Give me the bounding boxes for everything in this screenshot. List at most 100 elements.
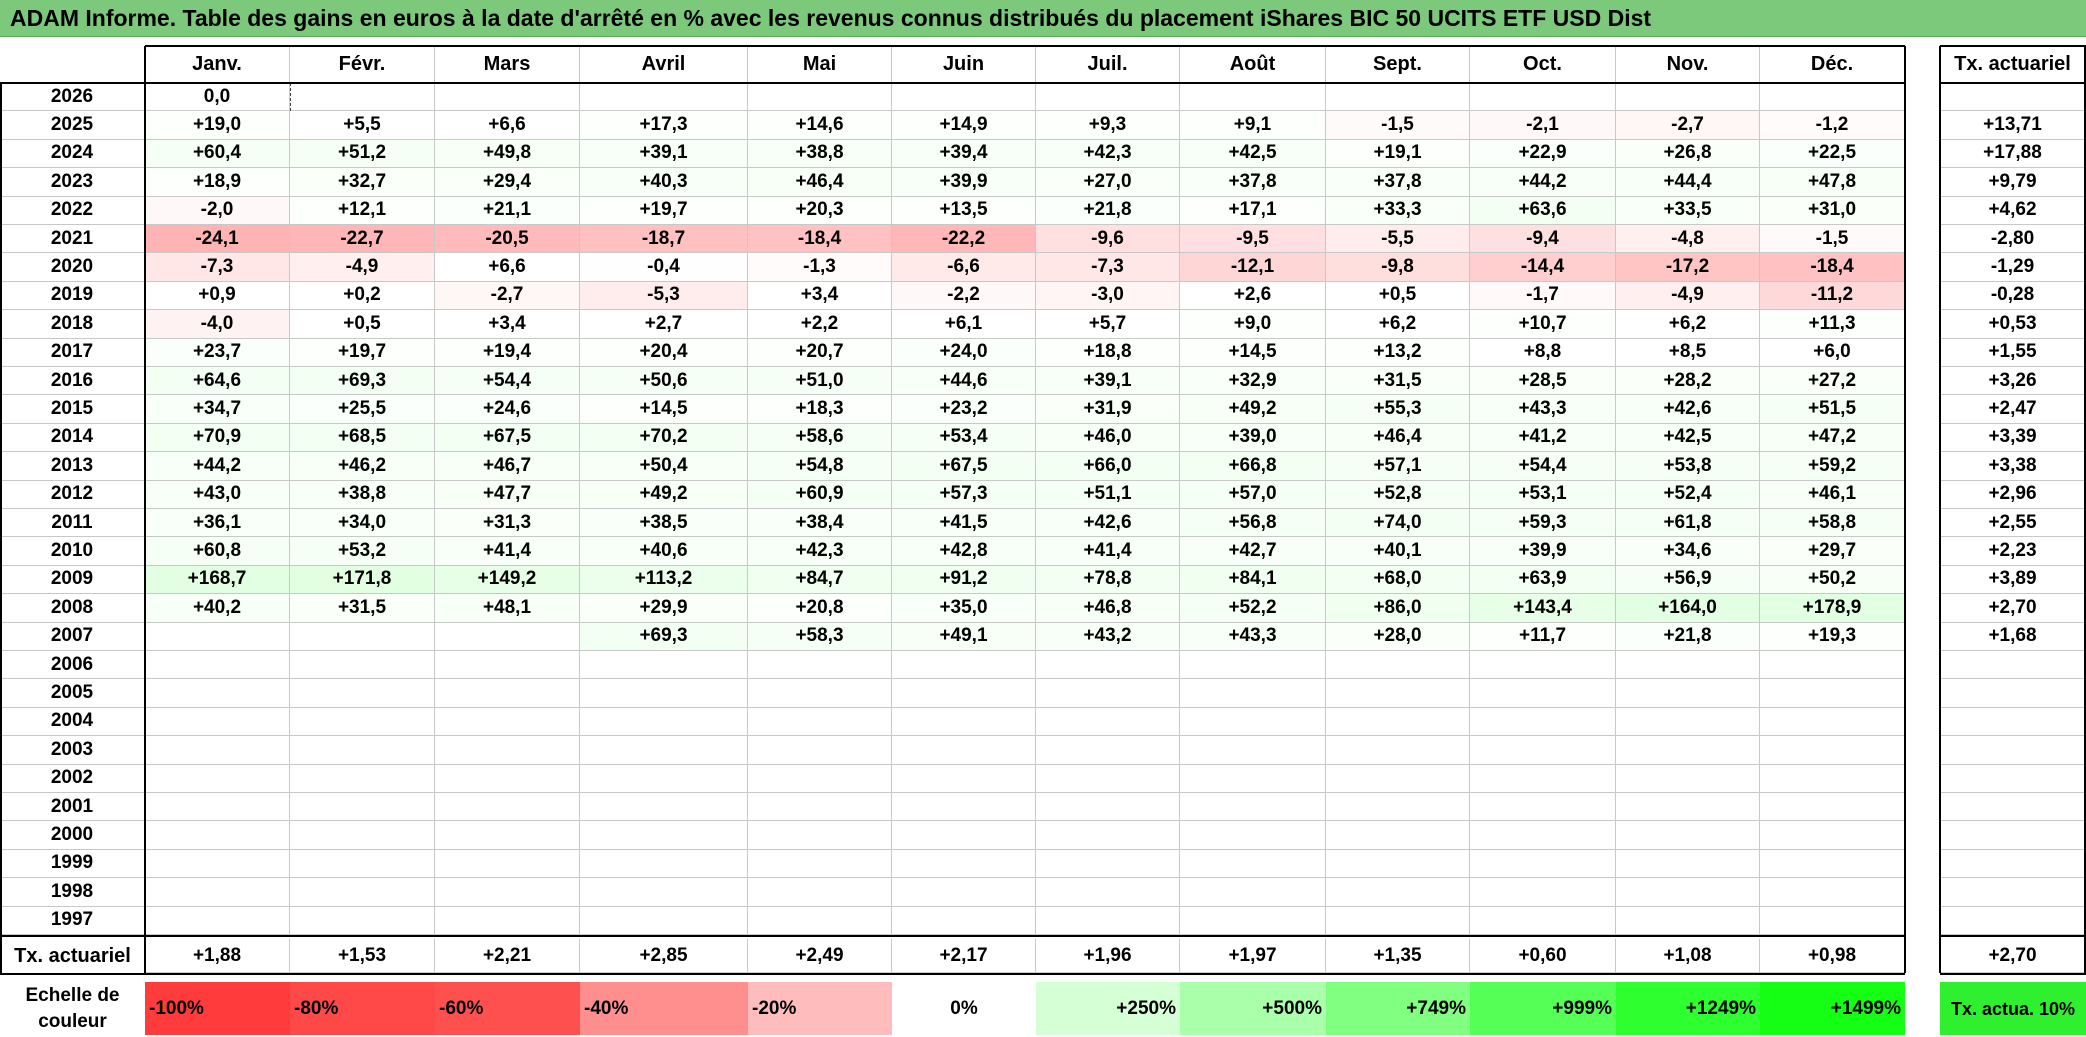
table-cell: -22,2 (892, 225, 1036, 254)
table-cell: +54,4 (1470, 452, 1616, 481)
color-scale-swatch: +749% (1326, 982, 1470, 1035)
table-cell: -22,7 (290, 225, 435, 254)
table-cell: +33,3 (1326, 196, 1470, 225)
table-cell: +21,8 (1036, 196, 1180, 225)
table-cell (580, 849, 748, 879)
table-cell (435, 651, 580, 680)
table-cell (748, 679, 892, 708)
table-cell (1470, 679, 1616, 708)
table-cell: +2,2 (748, 310, 892, 339)
table-cell: +22,9 (1470, 139, 1616, 169)
annual-rate-cell: +13,71 (1940, 111, 2086, 140)
table-cell: -11,2 (1760, 281, 1905, 311)
table-cell (748, 793, 892, 822)
table-cell: -0,4 (580, 253, 748, 282)
table-cell (1760, 764, 1905, 793)
table-cell (1616, 849, 1760, 879)
table-cell (892, 83, 1036, 112)
table-cell (145, 849, 290, 879)
table-cell: -2,2 (892, 281, 1036, 311)
table-cell: +0,9 (145, 281, 290, 311)
table-cell: +44,2 (145, 452, 290, 481)
table-cell: +40,6 (580, 537, 748, 566)
table-cell (1616, 707, 1760, 737)
table-cell (1760, 793, 1905, 822)
month-header: Mai (748, 46, 892, 83)
table-cell: +38,4 (748, 509, 892, 538)
grid-border (0, 935, 1905, 937)
table-cell: +9,0 (1180, 310, 1326, 339)
table-cell: +20,7 (748, 338, 892, 367)
table-cell (580, 707, 748, 737)
table-cell: +64,6 (145, 367, 290, 396)
color-scale-label: Echelle de couleur (25, 984, 120, 1032)
table-cell (290, 679, 435, 708)
year-label: 2010 (0, 537, 145, 566)
table-cell: +42,3 (748, 537, 892, 566)
table-cell: +68,5 (290, 423, 435, 453)
month-header: Déc. (1760, 46, 1905, 83)
table-cell: +43,3 (1470, 395, 1616, 424)
table-cell (1326, 736, 1470, 765)
table-cell (1180, 736, 1326, 765)
table-cell (435, 793, 580, 822)
table-cell: +78,8 (1036, 565, 1180, 595)
annual-rate-cell: -2,80 (1940, 225, 2086, 254)
table-cell: +46,4 (1326, 423, 1470, 453)
table-cell: -9,6 (1036, 225, 1180, 254)
table-cell (748, 821, 892, 850)
year-label: 2008 (0, 594, 145, 623)
table-cell (145, 622, 290, 651)
table-cell (1036, 679, 1180, 708)
table-cell: +37,8 (1326, 168, 1470, 197)
table-cell: +43,3 (1180, 622, 1326, 651)
table-cell: +19,0 (145, 111, 290, 140)
table-cell (1326, 906, 1470, 935)
table-cell (1326, 878, 1470, 907)
table-cell (748, 736, 892, 765)
annual-rate-cell (1940, 793, 2086, 822)
table-cell: +63,6 (1470, 196, 1616, 225)
footer-label: Tx. actuariel (14, 944, 131, 967)
table-cell (145, 764, 290, 793)
table-cell: +6,2 (1326, 310, 1470, 339)
table-cell (1616, 764, 1760, 793)
table-cell: +0,5 (1326, 281, 1470, 311)
color-scale-swatch: +1499% (1760, 982, 1905, 1035)
table-cell: +27,2 (1760, 367, 1905, 396)
table-cell: +38,8 (290, 480, 435, 509)
year-label: 2019 (0, 281, 145, 311)
table-cell (1036, 821, 1180, 850)
table-cell: +42,3 (1036, 139, 1180, 169)
table-cell (1470, 736, 1616, 765)
table-cell: +39,9 (892, 168, 1036, 197)
footer-rate-cell: +1,97 (1180, 939, 1326, 973)
grid-border (144, 46, 146, 973)
table-cell: +32,9 (1180, 367, 1326, 396)
annual-rate-cell: +0,53 (1940, 310, 2086, 339)
table-cell (145, 906, 290, 935)
table-cell (892, 736, 1036, 765)
table-cell: +23,2 (892, 395, 1036, 424)
table-cell: +6,6 (435, 111, 580, 140)
table-cell (290, 821, 435, 850)
table-cell: +49,2 (580, 480, 748, 509)
table-cell: +53,8 (1616, 452, 1760, 481)
table-cell (1180, 651, 1326, 680)
table-cell (1036, 849, 1180, 879)
table-cell: +20,3 (748, 196, 892, 225)
table-cell: +40,2 (145, 594, 290, 623)
grid-border (1939, 46, 1941, 973)
table-cell (1470, 793, 1616, 822)
table-cell (1470, 849, 1616, 879)
table-cell: -2,7 (435, 281, 580, 311)
table-cell (892, 679, 1036, 708)
table-cell: +29,9 (580, 594, 748, 623)
table-cell (1180, 793, 1326, 822)
month-header: Août (1180, 46, 1326, 83)
table-cell: +3,4 (435, 310, 580, 339)
table-cell (1180, 679, 1326, 708)
table-cell: +61,8 (1616, 509, 1760, 538)
table-cell (1326, 651, 1470, 680)
table-cell: +57,3 (892, 480, 1036, 509)
